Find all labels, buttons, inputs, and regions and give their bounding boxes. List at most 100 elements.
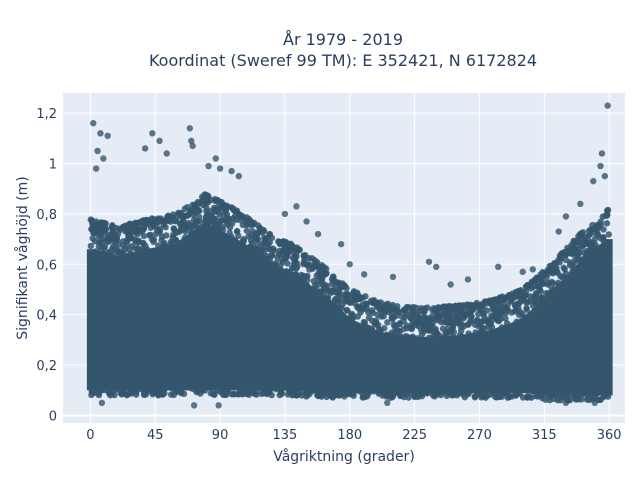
data-point (268, 337, 276, 344)
data-point (491, 350, 498, 357)
data-point (423, 376, 430, 384)
data-point (170, 226, 178, 233)
data-point (277, 390, 285, 397)
data-point (465, 390, 472, 397)
data-point (303, 381, 311, 388)
data-point (317, 288, 324, 295)
data-point (536, 313, 543, 320)
data-point (185, 371, 192, 378)
data-point (471, 393, 478, 400)
data-point (295, 342, 302, 349)
data-point (380, 378, 387, 385)
data-point (303, 281, 311, 289)
data-point (555, 282, 563, 289)
data-point (136, 291, 143, 298)
data-point-outlier (235, 172, 243, 180)
data-point (282, 241, 290, 249)
data-point (114, 379, 121, 387)
data-point (170, 391, 178, 399)
data-point (365, 314, 373, 322)
data-point (139, 245, 147, 252)
data-point (110, 243, 117, 250)
data-point (263, 260, 270, 267)
data-point (309, 387, 317, 394)
data-point (125, 291, 133, 298)
data-point (384, 319, 391, 326)
data-point-outlier (562, 399, 570, 407)
data-point (583, 284, 590, 291)
data-point (301, 288, 308, 295)
data-point (550, 388, 557, 395)
data-point (156, 227, 163, 234)
data-point (139, 239, 147, 247)
data-point (107, 248, 114, 255)
data-point (170, 309, 177, 316)
data-point (176, 262, 184, 269)
data-point (573, 388, 581, 396)
chart-title-line-1: År 1979 - 2019 (283, 30, 403, 49)
data-point (328, 310, 335, 318)
data-point (382, 308, 389, 315)
data-point (106, 255, 114, 262)
data-point (194, 311, 201, 318)
data-point (320, 280, 327, 288)
data-point (181, 205, 189, 213)
data-point (192, 219, 199, 227)
data-point-outlier (604, 102, 611, 109)
data-point (370, 388, 377, 395)
data-point (121, 342, 129, 350)
data-point (295, 277, 303, 284)
data-point (461, 313, 468, 320)
data-point (411, 392, 418, 399)
data-point (288, 264, 296, 272)
data-point (220, 253, 227, 260)
data-point (195, 383, 203, 391)
data-point (242, 323, 249, 331)
data-point (605, 231, 612, 238)
data-point (153, 281, 160, 289)
data-point (340, 282, 347, 289)
data-point (578, 266, 585, 274)
data-point (233, 207, 241, 214)
data-point (400, 393, 408, 401)
data-point (443, 392, 451, 400)
data-point-outlier (104, 132, 111, 140)
data-point (124, 383, 131, 391)
data-point (181, 261, 189, 268)
data-point (480, 383, 487, 391)
data-point-outlier (494, 263, 502, 271)
data-point (144, 363, 151, 370)
data-point (350, 389, 357, 397)
data-point (126, 352, 133, 360)
data-point-band (605, 239, 613, 396)
data-point-outlier (94, 147, 101, 155)
data-point (562, 278, 569, 285)
data-point (421, 315, 429, 322)
data-point (456, 387, 464, 394)
data-point (583, 249, 591, 257)
data-point (240, 260, 247, 268)
data-point (186, 210, 193, 217)
data-point-outlier (215, 402, 222, 409)
data-point (148, 388, 155, 396)
data-point (603, 207, 611, 214)
data-point (92, 248, 99, 255)
data-point-outlier (389, 273, 397, 281)
data-point (196, 199, 203, 206)
data-point (258, 390, 265, 398)
data-point (574, 251, 581, 259)
data-point (110, 364, 117, 371)
data-point-outlier (601, 172, 609, 180)
data-point (429, 307, 436, 314)
data-point (217, 240, 224, 248)
data-point (536, 286, 544, 293)
data-point (441, 385, 448, 392)
data-point-outlier (149, 130, 156, 137)
data-point (181, 234, 189, 242)
data-point (395, 327, 402, 334)
data-point (178, 239, 185, 247)
data-point (397, 362, 405, 369)
data-point (216, 205, 223, 212)
data-point (457, 382, 464, 389)
